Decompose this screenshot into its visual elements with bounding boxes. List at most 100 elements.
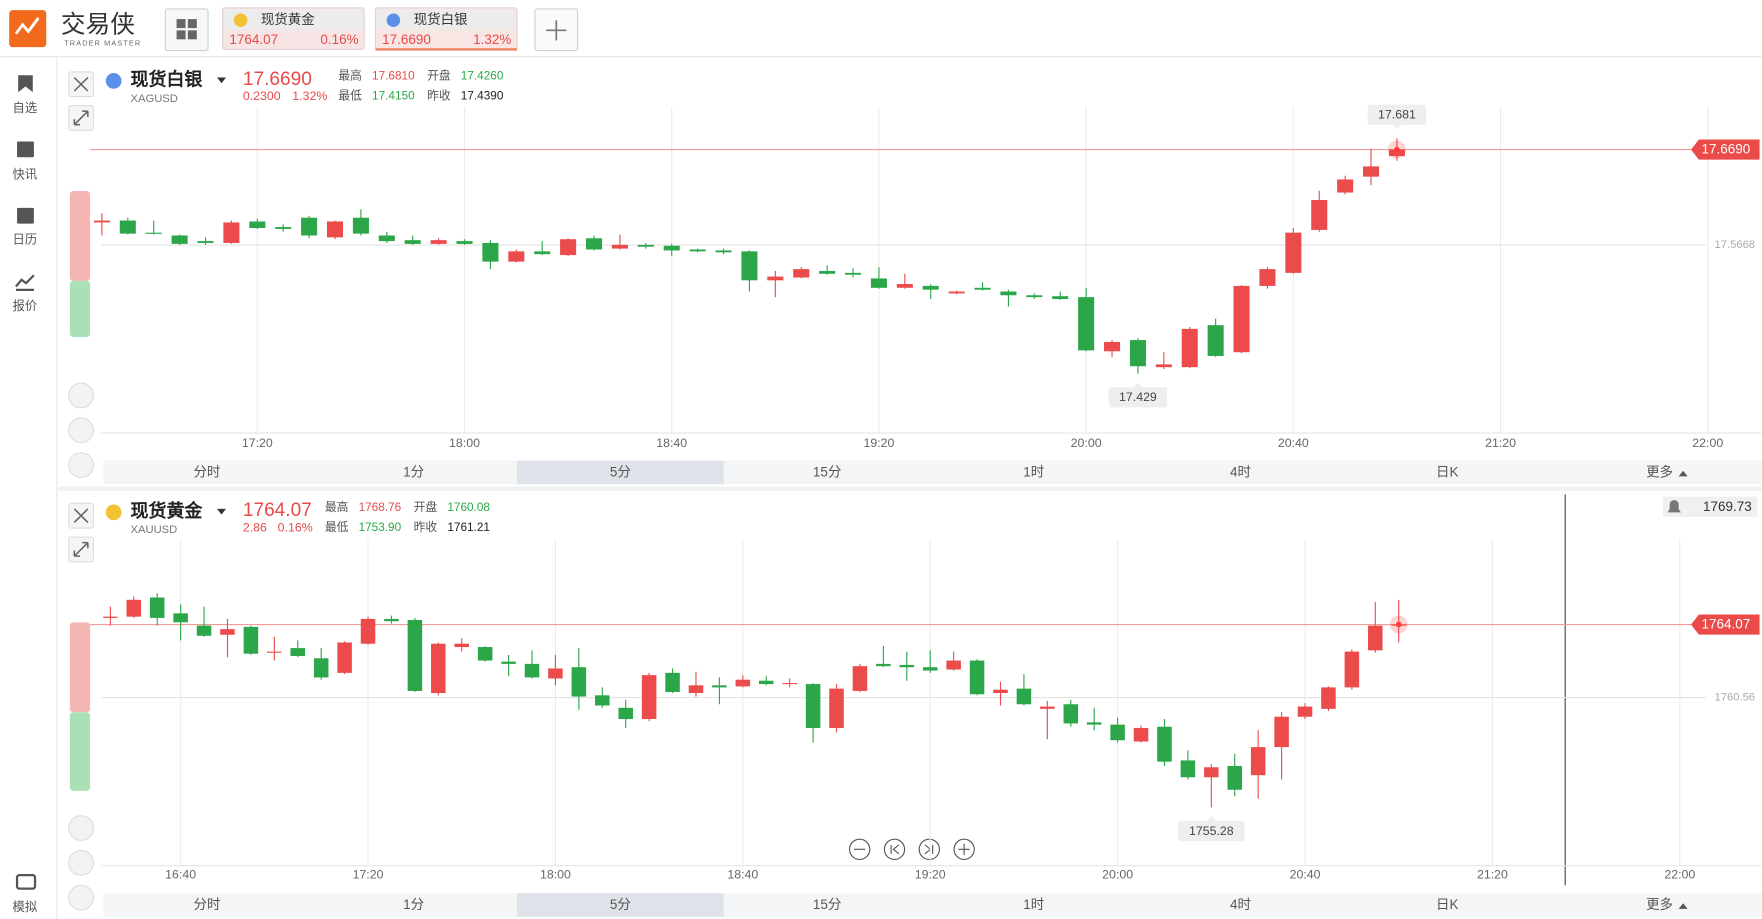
close-icon <box>73 76 89 92</box>
stat-label: 最高 <box>338 69 362 83</box>
x-tick-label: 21:20 <box>1485 436 1516 450</box>
alert-bell-icon[interactable] <box>1667 500 1681 513</box>
candle-body <box>171 235 188 244</box>
x-tick-label: 18:00 <box>449 436 480 450</box>
stat-label: 昨收 <box>414 520 438 534</box>
layout-button[interactable] <box>164 8 209 52</box>
candle-body <box>922 285 939 290</box>
close-icon <box>73 508 89 523</box>
symbol-name[interactable]: 现货白银 <box>131 69 203 90</box>
indicator-button[interactable] <box>68 382 95 409</box>
candle-body <box>313 658 329 678</box>
low-label-box <box>1108 387 1168 408</box>
sidebar-label[interactable]: 日历 <box>13 233 38 247</box>
candle-body <box>524 663 540 678</box>
candle-body <box>1259 269 1276 286</box>
stat-value: 17.4150 <box>372 90 415 103</box>
candle-body <box>782 683 797 685</box>
y-tick-label: 1760.56 <box>1714 692 1755 704</box>
tab-price: 1764.07 <box>229 32 278 47</box>
candle-body <box>149 597 165 618</box>
tab-price: 17.6690 <box>382 32 431 47</box>
period-tab[interactable]: 4时 <box>1230 465 1251 480</box>
x-tick-label: 17:20 <box>242 436 273 450</box>
sidebar-label[interactable]: 模拟 <box>13 900 38 914</box>
stat-value: 1753.90 <box>359 521 402 534</box>
period-tab[interactable]: 日K <box>1436 465 1458 480</box>
indicator-button[interactable] <box>68 815 95 841</box>
chart-type-button[interactable] <box>68 884 95 911</box>
candle-body <box>1337 179 1354 193</box>
candle-body <box>431 643 446 694</box>
candle-body <box>618 707 633 720</box>
high-label-pointer <box>1392 124 1402 130</box>
candle-body <box>870 278 887 288</box>
logo-subtext: TRADER MASTER <box>64 39 141 48</box>
symbol-dropdown[interactable] <box>217 77 227 84</box>
candle-body <box>595 695 610 706</box>
candle-body <box>501 661 516 664</box>
candle-body <box>454 643 469 648</box>
draw-button[interactable] <box>68 417 95 444</box>
layout-icon <box>176 19 197 40</box>
scroll-start-button[interactable] <box>883 838 906 861</box>
x-tick-label: 16:40 <box>165 867 196 881</box>
draw-button[interactable] <box>68 849 95 876</box>
period-tab[interactable]: 4时 <box>1230 897 1251 912</box>
candle-body <box>290 648 306 656</box>
stat-label: 开盘 <box>427 69 451 83</box>
period-tab[interactable]: 5分 <box>610 465 631 480</box>
tab-active-underline <box>375 48 517 51</box>
x-tick-label: 20:40 <box>1290 867 1321 881</box>
period-tab[interactable]: 更多 <box>1646 464 1673 480</box>
candle-body <box>477 647 493 661</box>
period-tab[interactable]: 5分 <box>610 897 631 912</box>
period-tab[interactable]: 15分 <box>813 465 841 480</box>
candle-body <box>585 238 603 250</box>
candle-body <box>1000 291 1017 296</box>
period-tab[interactable]: 更多 <box>1646 896 1673 912</box>
candle-body <box>1233 285 1250 353</box>
candle-body <box>1227 766 1243 790</box>
period-tab[interactable]: 分时 <box>193 897 220 912</box>
symbol-code: XAGUSD <box>131 93 178 105</box>
x-tick-label: 18:00 <box>540 867 571 881</box>
period-tab[interactable]: 日K <box>1436 897 1458 912</box>
symbol-change: 2.86 <box>243 520 267 534</box>
symbol-name[interactable]: 现货黄金 <box>131 500 204 521</box>
depth-gauge-down <box>69 280 91 338</box>
scroll-end-button[interactable] <box>918 838 940 861</box>
candle-body <box>456 241 473 244</box>
symbol-dropdown[interactable] <box>217 508 227 515</box>
last-price-label: 1764.07 <box>1702 617 1751 632</box>
candle-body <box>352 217 369 234</box>
add-icon <box>546 20 567 41</box>
candle-body <box>611 244 628 249</box>
period-tab[interactable]: 1分 <box>403 897 424 912</box>
period-tab[interactable]: 分时 <box>193 465 220 480</box>
high-label-box <box>1367 104 1427 125</box>
symbol-price: 17.6690 <box>243 69 312 90</box>
candle-body <box>404 240 421 244</box>
tab-icon <box>233 13 248 27</box>
chart-type-button[interactable] <box>68 452 95 479</box>
candle-body <box>969 660 985 695</box>
candle-body <box>196 625 212 636</box>
stat-label: 最低 <box>325 521 349 534</box>
zoom-controls <box>848 838 975 861</box>
period-tab[interactable]: 1时 <box>1023 897 1044 912</box>
stat-value: 1760.08 <box>447 501 490 514</box>
news-icon <box>17 141 34 158</box>
sidebar-label[interactable]: 自选 <box>13 101 38 115</box>
sidebar-label[interactable]: 报价 <box>13 298 38 313</box>
x-tick-label: 20:00 <box>1071 436 1102 450</box>
sidebar-label[interactable]: 快讯 <box>13 168 38 182</box>
stat-label: 开盘 <box>414 500 438 514</box>
period-tab[interactable]: 1时 <box>1023 465 1044 480</box>
candle-body <box>249 221 266 229</box>
candle-body <box>119 220 136 234</box>
period-tab[interactable]: 1分 <box>403 465 424 480</box>
period-tab[interactable]: 15分 <box>813 897 841 912</box>
candle-body <box>637 244 654 247</box>
